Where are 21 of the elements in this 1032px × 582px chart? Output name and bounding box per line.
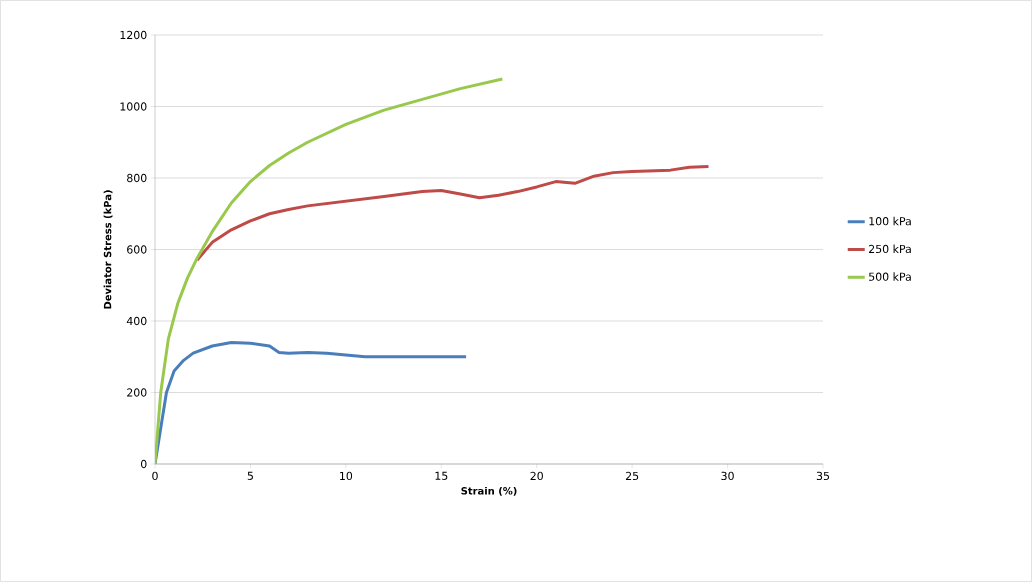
x-tick-label: 20 bbox=[530, 471, 543, 481]
y-tick-label: 1200 bbox=[120, 30, 147, 40]
legend-label: 100 kPa bbox=[869, 216, 911, 226]
y-tick-label: 800 bbox=[127, 173, 147, 183]
y-tick-label: 200 bbox=[127, 388, 147, 397]
y-tick-label: 600 bbox=[127, 245, 147, 254]
x-tick-label: 15 bbox=[435, 471, 448, 480]
x-tick-label: 30 bbox=[721, 471, 734, 481]
y-axis-title: Deviator Stress (kPa) bbox=[103, 190, 113, 309]
x-tick-label: 25 bbox=[625, 471, 639, 481]
x-tick-label: 5 bbox=[247, 471, 253, 480]
legend-label: 500 kPa bbox=[869, 272, 911, 281]
y-tick-label: 1000 bbox=[120, 102, 147, 111]
x-tick-label: 10 bbox=[340, 471, 353, 481]
legend-label: 250 kPa bbox=[869, 244, 911, 254]
y-tick-label: 400 bbox=[126, 316, 147, 326]
x-tick-label: 35 bbox=[816, 471, 830, 481]
line-series bbox=[155, 77, 504, 464]
y-tick-label: 0 bbox=[140, 459, 147, 469]
x-axis-title: Strain (%) bbox=[461, 486, 517, 496]
x-tick-label: 0 bbox=[152, 471, 158, 481]
